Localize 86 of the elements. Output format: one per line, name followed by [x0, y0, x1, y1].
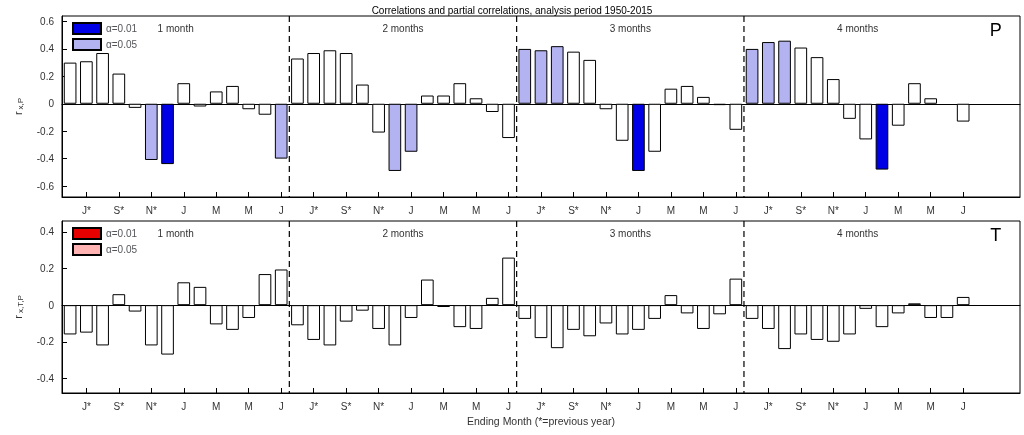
y-tick-label: 0.4	[40, 226, 55, 238]
y-axis-title: rx,P	[12, 97, 25, 116]
x-tick-label: J	[181, 204, 187, 216]
x-tick-label: J	[863, 400, 869, 412]
y-tick-label: 0	[48, 98, 55, 110]
x-tick-label: J*	[81, 204, 91, 216]
x-tick-label: M	[894, 400, 903, 412]
x-tick-label: S*	[113, 204, 125, 216]
legend-label: α=0.01	[106, 23, 138, 34]
x-tick-label: M	[699, 204, 708, 216]
x-tick-label: J*	[536, 400, 546, 412]
x-tick-label: J	[960, 204, 966, 216]
x-tick-label: M	[244, 400, 253, 412]
x-tick-label: M	[699, 400, 708, 412]
annotation: 4 months	[837, 22, 879, 34]
x-tick-label: S*	[340, 400, 352, 412]
x-tick-label: J*	[763, 204, 773, 216]
x-tick-label: M	[471, 400, 481, 412]
x-tick-label: J*	[763, 400, 773, 412]
x-tick-label: J	[506, 400, 512, 412]
legend-label: α=0.05	[106, 39, 138, 50]
annotation: 1 month	[157, 227, 194, 239]
x-tick-label: J	[181, 400, 187, 412]
y-tick-label: -0.4	[36, 372, 55, 384]
x-tick-label: J	[408, 400, 414, 412]
y-tick-label: 0.2	[40, 70, 55, 82]
x-tick-label: J	[635, 400, 641, 412]
x-tick-label: M	[244, 204, 253, 216]
x-tick-label: N*	[600, 400, 612, 412]
x-tick-label: M	[212, 204, 221, 216]
annotation: 2 months	[382, 22, 424, 34]
chart-title: Correlations and partial correlations, analysis period 1950-2015	[371, 4, 653, 16]
x-tick-label: S*	[340, 204, 352, 216]
legend-label: α=0.05	[106, 244, 138, 255]
x-tick-label: N*	[827, 204, 839, 216]
x-tick-label: J*	[81, 400, 91, 412]
x-tick-label: N*	[373, 204, 385, 216]
x-tick-label: M	[666, 204, 676, 216]
annotation: 4 months	[837, 227, 879, 239]
x-tick-label: J	[863, 204, 869, 216]
y-tick-label: -0.4	[36, 153, 55, 165]
x-tick-label: N*	[373, 400, 385, 412]
annotation: 3 months	[609, 227, 651, 239]
x-tick-label: J	[733, 400, 739, 412]
annotation: 3 months	[609, 22, 651, 34]
x-tick-label: N*	[145, 400, 157, 412]
x-tick-label: M	[666, 400, 676, 412]
annotation: 1 month	[157, 22, 194, 34]
x-tick-label: J	[278, 204, 284, 216]
x-tick-label: S*	[795, 204, 807, 216]
y-tick-label: 0	[48, 299, 55, 311]
x-tick-label: S*	[568, 400, 579, 412]
x-tick-label: S*	[113, 400, 125, 412]
annotation: P	[989, 20, 1002, 40]
x-tick-label: M	[212, 400, 221, 412]
x-tick-label: M	[926, 400, 935, 412]
y-tick-label: 0.6	[40, 15, 55, 27]
x-tick-label: J	[506, 204, 512, 216]
x-tick-label: J*	[309, 204, 319, 216]
y-tick-label: 0.2	[40, 263, 55, 275]
x-tick-label: M	[894, 204, 903, 216]
x-tick-label: J	[278, 400, 284, 412]
x-tick-label: M	[439, 204, 448, 216]
x-tick-label: N*	[600, 204, 612, 216]
x-tick-label: J*	[309, 400, 319, 412]
x-tick-label: J	[635, 204, 641, 216]
x-tick-label: M	[471, 204, 481, 216]
x-tick-label: J	[733, 204, 739, 216]
legend-label: α=0.01	[106, 228, 138, 239]
x-tick-label: J	[960, 400, 966, 412]
y-axis-title: rx,T,P	[12, 295, 25, 319]
x-tick-label: N*	[827, 400, 839, 412]
x-tick-label: N*	[145, 204, 157, 216]
y-tick-label: -0.2	[36, 125, 55, 137]
annotation: T	[990, 225, 1002, 245]
y-tick-label: 0.4	[40, 43, 55, 55]
x-tick-label: M	[926, 204, 935, 216]
annotation: 2 months	[382, 227, 424, 239]
y-tick-label: -0.6	[36, 180, 55, 192]
x-tick-label: M	[439, 400, 448, 412]
x-axis-title: Ending Month (*=previous year)	[467, 415, 615, 428]
y-tick-label: -0.2	[36, 336, 55, 348]
x-tick-label: J	[408, 204, 414, 216]
x-tick-label: S*	[568, 204, 579, 216]
x-tick-label: J*	[536, 204, 546, 216]
x-tick-label: S*	[795, 400, 807, 412]
